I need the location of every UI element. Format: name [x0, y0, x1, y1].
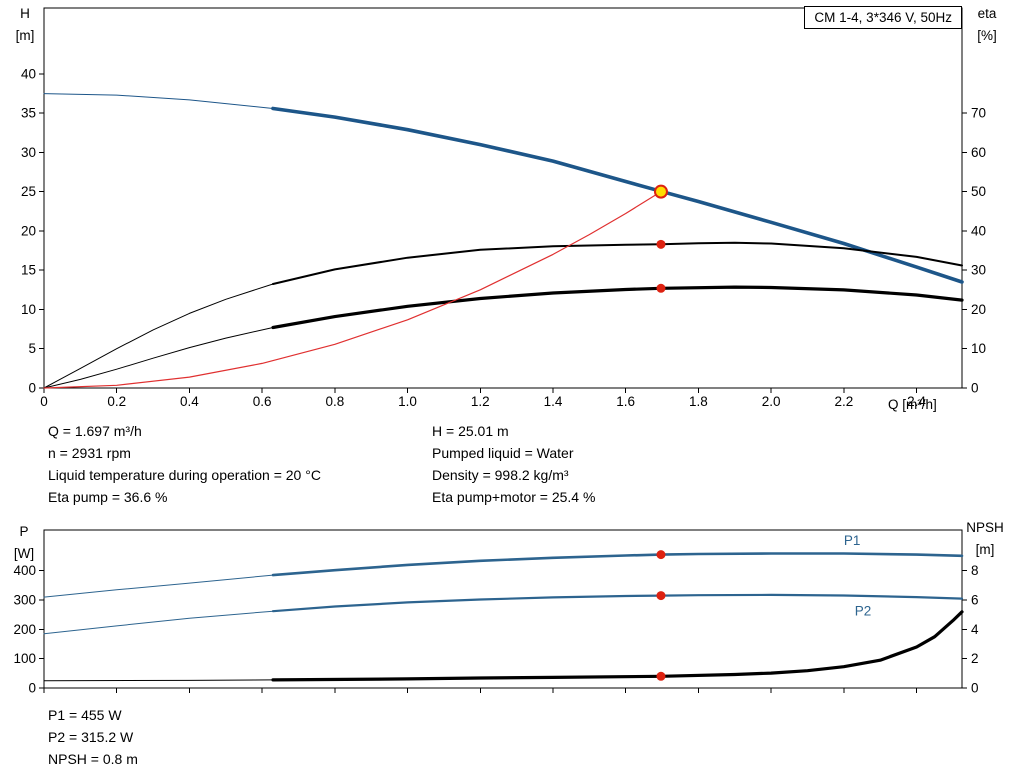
series-p1-curve [271, 552, 964, 577]
series-eta-pump-curve [43, 283, 274, 389]
x-tick-label: 1.6 [616, 394, 635, 409]
x-tick-label: 1.4 [544, 394, 563, 409]
y-right-tick-label: 4 [971, 622, 979, 637]
info-speed: n = 2931 rpm [48, 445, 131, 461]
eta-pump-duty-dot [656, 239, 666, 249]
series-p2-curve [43, 610, 274, 635]
y-left-tick-label: 400 [13, 563, 36, 578]
y-left-tick-label: 40 [21, 66, 36, 81]
x-tick-label: 2.2 [834, 394, 853, 409]
h-axis-title: H [m] [6, 3, 44, 47]
p-axis-unit: [W] [13, 546, 35, 561]
npsh-axis-symbol: NPSH [966, 520, 1004, 535]
x-tick-label: 2.0 [762, 394, 781, 409]
x-tick-label: 1.8 [689, 394, 708, 409]
info-p2: P2 = 315.2 W [48, 729, 134, 745]
info-density: Density = 998.2 kg/m³ [432, 467, 569, 483]
y-right-tick-label: 6 [971, 593, 979, 608]
series-eta-pump-motor-curve [271, 285, 964, 330]
info-flow: Q = 1.697 m³/h [48, 423, 142, 439]
info-head: H = 25.01 m [432, 423, 509, 439]
p-axis-symbol: P [19, 524, 29, 539]
series-system-curve [43, 191, 662, 389]
eta-axis-symbol: eta [977, 6, 997, 21]
p-axis-title: P [W] [4, 521, 44, 565]
power-npsh-results: P1 = 455 W P2 = 315.2 W NPSH = 0.8 m [48, 704, 138, 770]
x-tick-label: 2.4 [907, 394, 926, 409]
y-right-tick-label: 70 [971, 106, 986, 121]
info-npsh: NPSH = 0.8 m [48, 751, 138, 767]
npsh-axis-unit: [m] [975, 542, 995, 557]
operating-data-left-column: Q = 1.697 m³/h n = 2931 rpm Liquid tempe… [48, 420, 321, 508]
series-npsh-curve [43, 679, 274, 682]
operating-data-right-column: H = 25.01 m Pumped liquid = Water Densit… [432, 420, 595, 508]
h-axis-unit: [m] [15, 28, 35, 43]
y-left-tick-label: 20 [21, 223, 36, 238]
series-head-curve [271, 106, 964, 284]
y-right-tick-label: 20 [971, 302, 986, 317]
chart-frame [43, 529, 963, 689]
y-right-tick-label: 40 [971, 223, 986, 238]
eta-pump-motor-duty-dot [656, 283, 666, 293]
eta-axis-unit: [%] [977, 28, 997, 43]
x-tick-label: 0.4 [180, 394, 199, 409]
chart-frame [43, 7, 963, 389]
x-tick-label: 0.6 [253, 394, 272, 409]
series-npsh-curve [271, 610, 964, 682]
x-tick-label: 0.2 [107, 394, 126, 409]
y-left-tick-label: 10 [21, 302, 36, 317]
info-p1: P1 = 455 W [48, 707, 122, 723]
y-right-tick-label: 10 [971, 341, 986, 356]
series-head-curve [43, 93, 274, 109]
y-right-tick-label: 8 [971, 563, 979, 578]
series-p1-curve [43, 574, 274, 598]
q-axis-title: Q [m³/h] [888, 397, 937, 412]
duty-point[interactable] [653, 184, 668, 199]
y-right-tick-label: 30 [971, 263, 986, 278]
h-axis-symbol: H [20, 6, 30, 21]
y-right-tick-label: 60 [971, 145, 986, 160]
y-left-tick-label: 30 [21, 145, 36, 160]
curve-label-p2: P2 [855, 604, 872, 619]
y-left-tick-label: 15 [21, 263, 36, 278]
y-left-tick-label: 300 [13, 593, 36, 608]
info-eta-pump: Eta pump = 36.6 % [48, 489, 168, 505]
x-tick-label: 1.2 [471, 394, 490, 409]
y-left-tick-label: 5 [28, 341, 36, 356]
npsh-duty-dot [656, 671, 666, 681]
y-left-tick-label: 25 [21, 184, 36, 199]
y-right-tick-label: 2 [971, 651, 979, 666]
x-tick-label: 0 [40, 394, 48, 409]
y-left-tick-label: 35 [21, 106, 36, 121]
npsh-axis-title: NPSH [m] [954, 517, 1016, 561]
pump-designation-box: CM 1-4, 3*346 V, 50Hz [804, 6, 962, 29]
p2-duty-dot [656, 591, 666, 601]
series-p2-curve [271, 593, 964, 613]
series-eta-pump-curve [272, 241, 963, 285]
p1-duty-dot [656, 550, 666, 560]
x-tick-label: 0.8 [325, 394, 344, 409]
y-left-tick-label: 0 [28, 381, 36, 396]
series-eta-pump-motor-curve [43, 327, 274, 389]
info-pumped-liquid: Pumped liquid = Water [432, 445, 574, 461]
curve-label-p1: P1 [844, 533, 861, 548]
info-liquid-temperature: Liquid temperature during operation = 20… [48, 467, 321, 483]
y-left-tick-label: 100 [13, 651, 36, 666]
y-left-tick-label: 200 [13, 622, 36, 637]
eta-axis-title: eta [%] [960, 3, 1014, 47]
y-right-tick-label: 0 [971, 381, 979, 396]
y-right-tick-label: 50 [971, 184, 986, 199]
x-tick-label: 1.0 [398, 394, 417, 409]
info-eta-pump-motor: Eta pump+motor = 25.4 % [432, 489, 596, 505]
y-right-tick-label: 0 [971, 681, 979, 696]
y-left-tick-label: 0 [28, 681, 36, 696]
